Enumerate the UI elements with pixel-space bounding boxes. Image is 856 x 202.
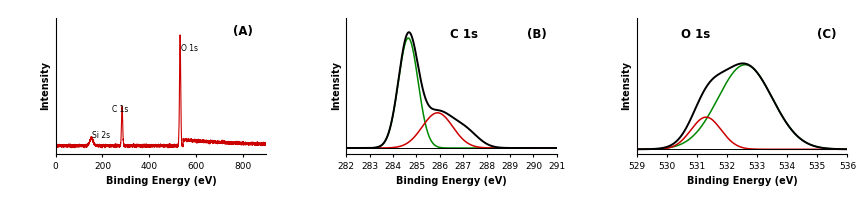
Text: O 1s: O 1s: [181, 44, 199, 54]
Y-axis label: Intensity: Intensity: [330, 61, 341, 110]
Text: O 1s: O 1s: [681, 28, 710, 41]
X-axis label: Binding Energy (eV): Binding Energy (eV): [396, 176, 507, 186]
Text: Si 2s: Si 2s: [92, 131, 110, 140]
Text: (A): (A): [233, 25, 253, 38]
Text: (B): (B): [526, 28, 546, 41]
Text: (C): (C): [817, 28, 837, 41]
X-axis label: Binding Energy (eV): Binding Energy (eV): [105, 176, 217, 186]
Text: C 1s: C 1s: [112, 105, 128, 115]
Text: C 1s: C 1s: [450, 28, 479, 41]
X-axis label: Binding Energy (eV): Binding Energy (eV): [687, 176, 798, 186]
Y-axis label: Intensity: Intensity: [621, 61, 631, 110]
Y-axis label: Intensity: Intensity: [40, 61, 51, 110]
